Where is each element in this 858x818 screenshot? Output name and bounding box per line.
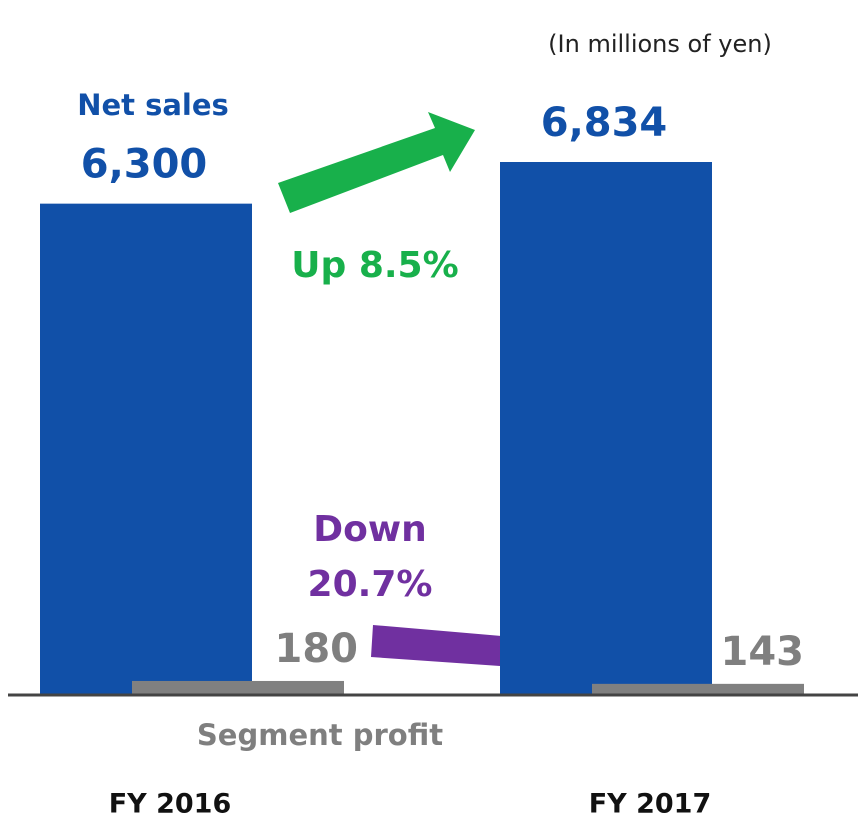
unit-note: (In millions of yen) <box>548 30 772 58</box>
net-sales-bar <box>40 203 252 695</box>
net-sales-bar <box>500 162 712 695</box>
value-label: 143 <box>721 629 805 675</box>
value-label: 180 <box>275 626 359 672</box>
x-tick-label: FY 2017 <box>589 789 712 818</box>
series-label: Net sales <box>77 88 229 122</box>
up-annotation: Up 8.5% <box>291 245 459 286</box>
series-label: Segment profit <box>197 718 443 752</box>
value-label: 6,300 <box>81 142 208 188</box>
value-label: 6,834 <box>541 100 668 146</box>
down-annotation: Down 20.7% <box>307 509 433 605</box>
segment-profit-bar <box>592 683 804 695</box>
segment-profit-bar <box>132 680 344 695</box>
x-tick-label: FY 2016 <box>109 789 232 818</box>
up-arrow <box>278 112 475 213</box>
